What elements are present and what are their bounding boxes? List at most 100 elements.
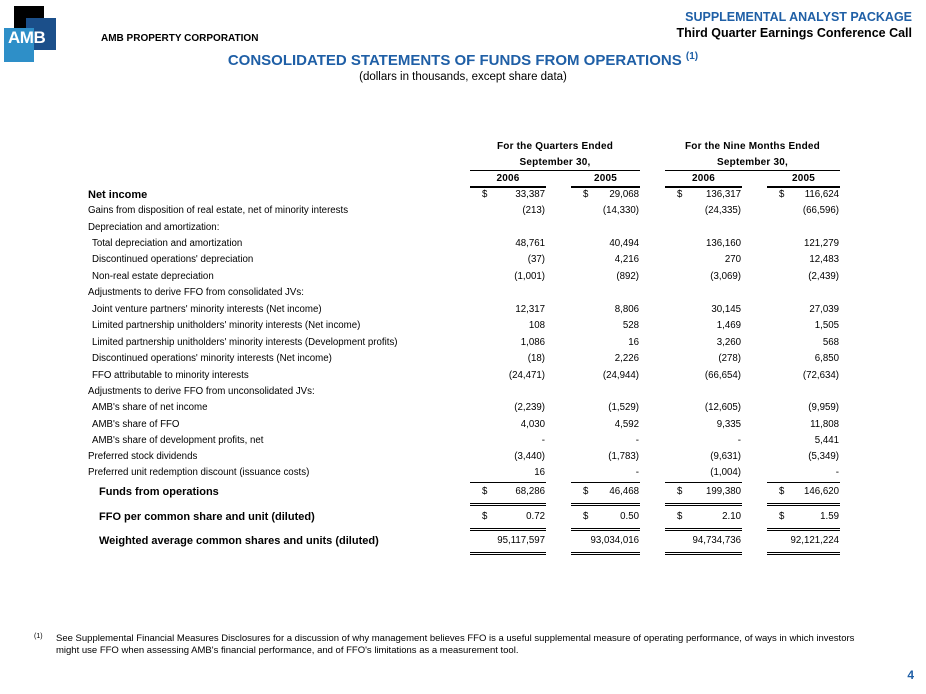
table-row: Joint venture partners' minority interes… [0, 304, 926, 320]
cell-value: 94,734,736 [692, 535, 742, 546]
row-label: FFO attributable to minority interests [92, 370, 249, 381]
double-rule [571, 528, 640, 531]
page-number: 4 [907, 668, 914, 682]
table-row: Preferred stock dividends (3,440) (1,783) (… [0, 451, 926, 467]
cell-value: 136,160 [705, 238, 741, 249]
cell-value: (18) [527, 353, 545, 364]
double-rule [665, 503, 742, 506]
subtotal-rule [470, 482, 546, 483]
row-label: FFO per common share and unit (diluted) [99, 511, 315, 523]
row-label: Adjustments to derive FFO from consolida… [88, 287, 304, 298]
page-subtitle: (dollars in thousands, except share data… [359, 71, 567, 83]
cell-value: (1,783) [608, 451, 639, 462]
dollar-sign: $ [677, 511, 683, 522]
cell-value: 121,279 [803, 238, 839, 249]
double-rule [665, 552, 742, 555]
table-row: Adjustments to derive FFO from unconsoli… [0, 386, 926, 402]
cell-value: 136,317 [705, 189, 741, 200]
cell-value: 5,441 [814, 435, 839, 446]
subtotal-rule [571, 482, 640, 483]
table-row: Funds from operations $68,286 $46,468 $199,… [0, 486, 926, 502]
cell-value: 11,808 [810, 419, 839, 430]
row-label: Gains from disposition of real estate, n… [88, 205, 349, 216]
cell-value: (1,004) [710, 467, 741, 478]
cell-value: (2,239) [514, 402, 545, 413]
double-rule [571, 503, 640, 506]
cell-value: 6,850 [814, 353, 839, 364]
footnote-marker: (1) [34, 633, 43, 640]
cell-value: 16 [534, 467, 545, 478]
cell-value: 33,387 [515, 189, 545, 200]
cell-value: (12,605) [704, 402, 741, 413]
double-rule [767, 552, 840, 555]
cell-value: 2.10 [722, 511, 741, 522]
dollar-sign: $ [583, 511, 589, 522]
cell-value: (66,596) [802, 205, 839, 216]
table-row: Non-real estate depreciation (1,001) (892)… [0, 271, 926, 287]
nine-months-header: For the Nine Months Ended [685, 141, 820, 152]
table-row: Depreciation and amortization: [0, 222, 926, 238]
event-title: Third Quarter Earnings Conference Call [676, 26, 912, 40]
table-row: Net income $33,387 $29,068 $136,317 $116,624 [0, 189, 926, 205]
cell-value: (1,529) [608, 402, 639, 413]
dollar-sign: $ [677, 189, 683, 200]
cell-value: 27,039 [809, 304, 839, 315]
row-label: Preferred stock dividends [88, 451, 198, 462]
cell-value: - [835, 467, 839, 478]
row-label: Weighted average common shares and units… [99, 535, 379, 547]
row-label: Depreciation and amortization: [88, 222, 220, 233]
dollar-sign: $ [677, 486, 683, 497]
cell-value: 48,761 [515, 238, 545, 249]
row-label: AMB's share of development profits, net [92, 435, 264, 446]
table-row: Adjustments to derive FFO from consolida… [0, 287, 926, 303]
dollar-sign: $ [583, 486, 589, 497]
cell-value: 1.59 [820, 511, 839, 522]
cell-value: (3,069) [710, 271, 741, 282]
header-rule [767, 186, 840, 188]
year-header: 2006 [691, 173, 716, 184]
dollar-sign: $ [482, 511, 488, 522]
table-row: FFO attributable to minority interests (2… [0, 370, 926, 386]
double-rule [470, 552, 546, 555]
row-label: Discontinued operations' depreciation [92, 254, 254, 265]
cell-value: 1,505 [814, 320, 839, 331]
double-rule [665, 528, 742, 531]
cell-value: 68,286 [515, 486, 545, 497]
cell-value: 1,086 [520, 337, 545, 348]
quarters-header: For the Quarters Ended [496, 141, 614, 152]
row-label: Limited partnership unitholders' minorit… [92, 320, 361, 331]
row-label: Total depreciation and amortization [92, 238, 243, 249]
cell-value: - [541, 435, 545, 446]
double-rule [470, 528, 546, 531]
cell-value: 40,494 [609, 238, 639, 249]
cell-value: 3,260 [716, 337, 741, 348]
table-row: AMB's share of FFO 4,030 4,592 9,335 11,808 [0, 419, 926, 435]
cell-value: 199,380 [705, 486, 741, 497]
subtotal-rule [665, 482, 742, 483]
table-row: Discontinued operations' depreciation (37… [0, 254, 926, 270]
cell-value: 108 [528, 320, 545, 331]
cell-value: 92,121,224 [790, 535, 840, 546]
table-row: Limited partnership unitholders' minorit… [0, 337, 926, 353]
cell-value: 12,483 [809, 254, 839, 265]
cell-value: (66,654) [704, 370, 741, 381]
footnote-text: See Supplemental Financial Measures Disc… [56, 633, 855, 656]
cell-value: (3,440) [514, 451, 545, 462]
year-header: 2005 [593, 173, 618, 184]
header-rule [571, 186, 640, 188]
nine-months-subheader: September 30, [717, 157, 788, 168]
double-rule [470, 503, 546, 506]
row-label: Funds from operations [99, 486, 219, 498]
row-label: Non-real estate depreciation [92, 271, 214, 282]
page-title: CONSOLIDATED STATEMENTS OF FUNDS FROM OP… [0, 51, 926, 69]
cell-value: 29,068 [609, 189, 639, 200]
table-row: FFO per common share and unit (diluted) $… [0, 511, 926, 527]
double-rule [571, 552, 640, 555]
subtotal-rule [767, 482, 840, 483]
title-footnote-marker: (1) [685, 51, 699, 62]
logo-text: AMB [8, 28, 46, 47]
row-label: Joint venture partners' minority interes… [92, 304, 322, 315]
cell-value: 12,317 [515, 304, 545, 315]
dollar-sign: $ [779, 511, 785, 522]
